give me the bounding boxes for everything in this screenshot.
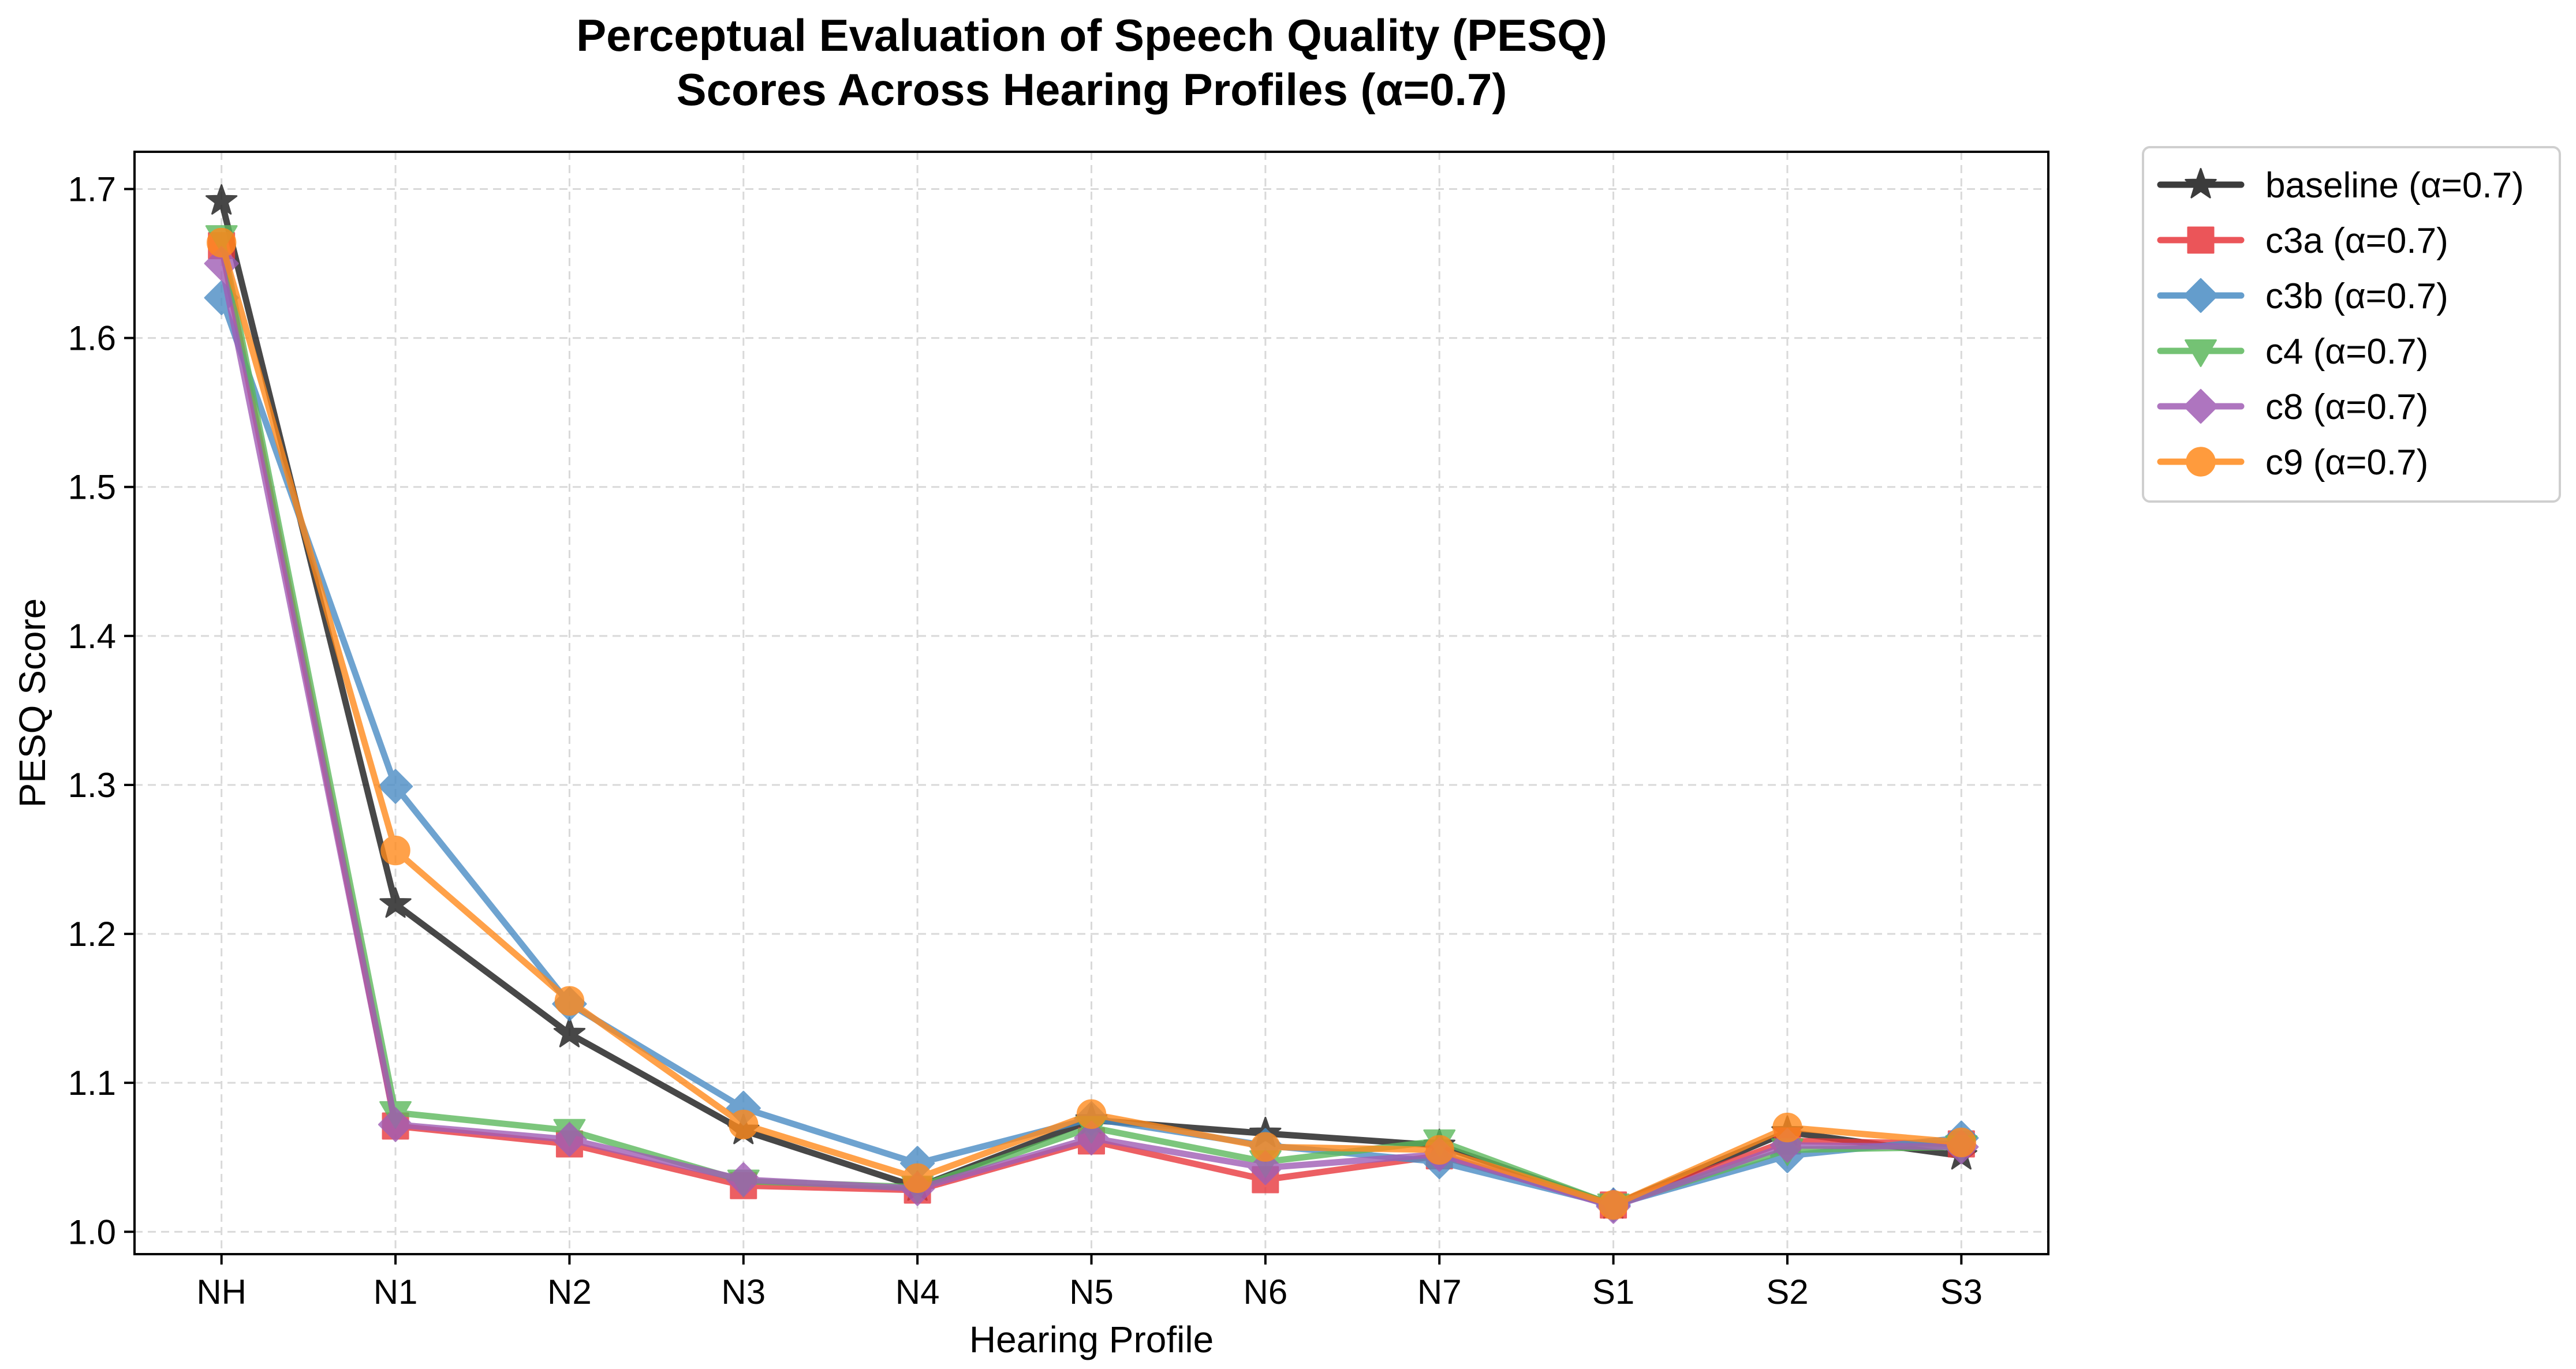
y-tick-label: 1.4: [68, 617, 116, 656]
x-tick-label: N3: [721, 1273, 766, 1311]
legend-label: c3a (α=0.7): [2265, 221, 2448, 261]
legend-label: c9 (α=0.7): [2265, 443, 2428, 482]
data-point: [1772, 1112, 1802, 1143]
x-tick-label: N7: [1417, 1273, 1462, 1311]
data-point: [1074, 1120, 1109, 1155]
legend-label: c4 (α=0.7): [2265, 332, 2428, 372]
data-point: [552, 1122, 587, 1157]
series-5: [206, 227, 1977, 1220]
axes: 1.0 1.1 1.2 1.3 1.4 1.5 1.6 1.7 NH N1 N2 N3 N4 N5 N6 N7…: [68, 170, 1983, 1311]
x-tick-label: S1: [1592, 1273, 1634, 1311]
data-point: [1424, 1135, 1454, 1165]
legend-item: [2157, 168, 2245, 199]
legend-item: [2157, 447, 2245, 477]
data-point: [378, 1107, 413, 1142]
x-tick-label: NH: [196, 1273, 247, 1311]
data-point: [902, 1163, 932, 1194]
legend-marker: [2185, 339, 2217, 367]
data-point: [554, 986, 585, 1016]
data-point: [379, 887, 412, 918]
data-point: [1598, 1190, 1629, 1220]
data-point: [726, 1162, 761, 1198]
y-tick-label: 1.1: [68, 1064, 116, 1102]
legend-marker: [2183, 278, 2219, 313]
data-point: [1946, 1127, 1977, 1158]
data-point: [380, 835, 410, 866]
legend-box: [2142, 146, 2561, 503]
y-tick-label: 1.3: [68, 766, 116, 805]
x-tick-label: N2: [547, 1273, 592, 1311]
x-tick-label: S2: [1766, 1273, 1808, 1311]
series-lines: [204, 184, 1979, 1224]
legend-marker: [2186, 447, 2216, 477]
data-point: [1250, 1132, 1280, 1162]
legend: baseline (α=0.7) c3a (α=0.7) c3b (α=0.7) c4…: [2142, 146, 2561, 503]
chart-title-line-2: Scores Across Hearing Profiles (α=0.7): [677, 64, 1507, 115]
legend-marker: [2183, 388, 2219, 424]
y-axis-label: PESQ Score: [12, 599, 53, 808]
data-point: [206, 184, 238, 215]
x-tick-label: N5: [1069, 1273, 1114, 1311]
legend-item: [2157, 226, 2245, 254]
legend-marker: [2185, 168, 2217, 199]
legend-label: c3b (α=0.7): [2265, 276, 2448, 316]
legend-item: [2157, 339, 2245, 367]
data-point: [206, 227, 237, 258]
grid-lines: [135, 152, 2048, 1254]
y-tick-label: 1.5: [68, 468, 116, 507]
y-tick-label: 1.0: [68, 1213, 116, 1251]
x-tick-label: N6: [1244, 1273, 1288, 1311]
data-point: [204, 246, 239, 281]
data-point: [378, 769, 413, 804]
x-tick-label: N4: [895, 1273, 940, 1311]
data-point: [1248, 1150, 1283, 1185]
data-point: [553, 1017, 586, 1048]
legend-label: c8 (α=0.7): [2265, 387, 2428, 427]
chart-title-line-1: Perceptual Evaluation of Speech Quality …: [576, 10, 1607, 61]
data-point: [729, 1109, 759, 1140]
x-tick-label: N1: [374, 1273, 418, 1311]
legend-marker: [2187, 226, 2215, 254]
legend-item: [2157, 278, 2245, 313]
data-point: [1076, 1099, 1107, 1129]
legend-item: [2157, 388, 2245, 424]
y-tick-label: 1.7: [68, 170, 116, 209]
legend-label: baseline (α=0.7): [2265, 166, 2524, 205]
y-tick-label: 1.6: [68, 319, 116, 358]
y-tick-label: 1.2: [68, 915, 116, 953]
x-axis-label: Hearing Profile: [969, 1319, 1214, 1360]
x-tick-label: S3: [1940, 1273, 1983, 1311]
